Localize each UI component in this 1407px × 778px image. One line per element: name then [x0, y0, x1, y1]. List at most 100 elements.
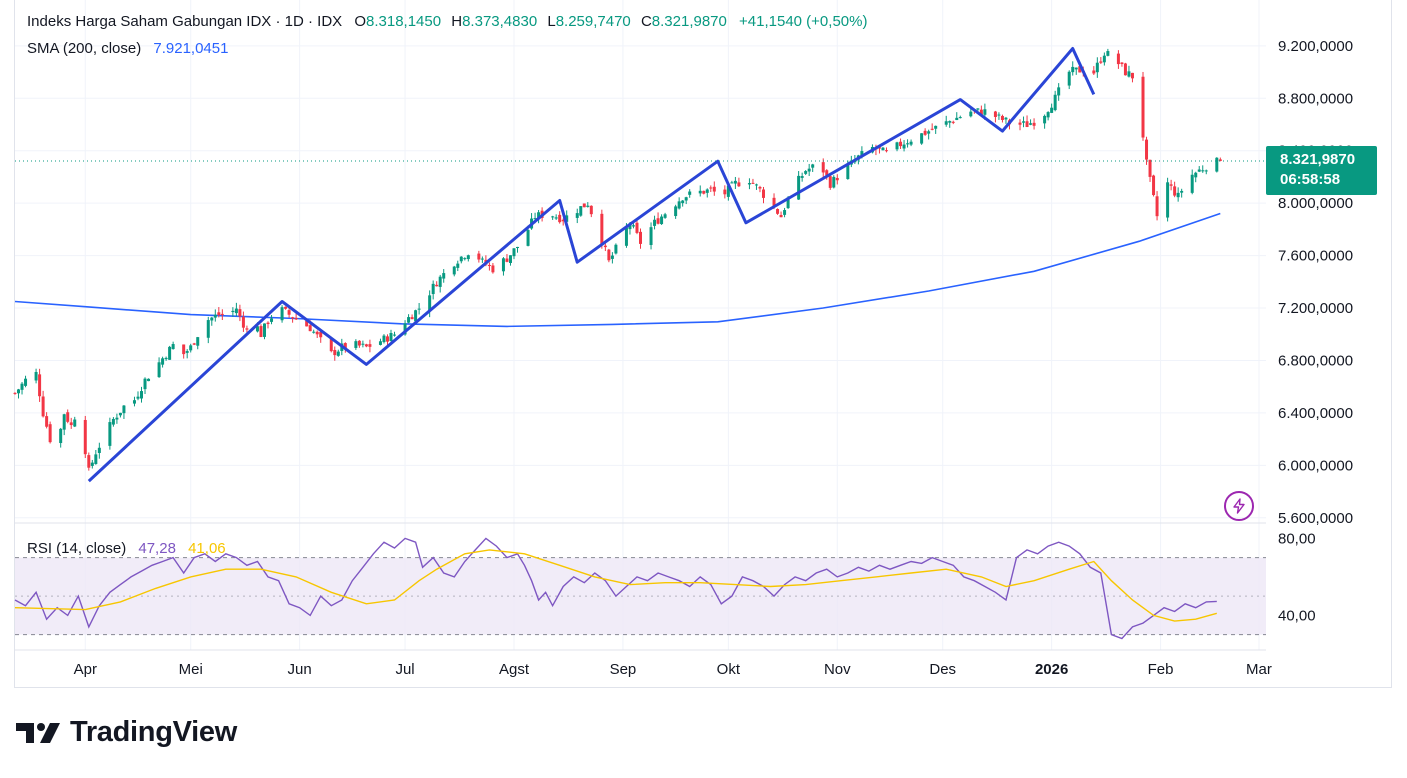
candle-body	[164, 357, 168, 360]
candle-body	[1025, 121, 1029, 127]
candle-body	[266, 322, 270, 325]
candle-body	[1050, 107, 1054, 113]
candle-body	[705, 189, 709, 193]
candle-body	[895, 142, 899, 150]
candle-body	[13, 392, 17, 394]
rsi-tick-label: 80,00	[1278, 530, 1316, 547]
candle-body	[948, 121, 952, 123]
candle-body	[1148, 159, 1152, 177]
candle-body	[561, 219, 565, 222]
candle-body	[832, 176, 836, 188]
symbol-title: Indeks Harga Saham Gabungan IDX · 1D · I…	[27, 13, 343, 30]
candle-body	[906, 143, 910, 145]
rsi-label: RSI (14, close)	[27, 540, 127, 557]
tradingview-logo[interactable]: TradingView	[16, 716, 237, 749]
candle-body	[329, 337, 333, 352]
time-axis-labels: Apr Mei Jun Jul Agst Sep Okt Nov Des 2026 Feb Mar	[74, 661, 1272, 678]
time-tick-label: Apr	[74, 661, 97, 678]
price-axis-labels: 9.200,00008.800,00008.400,00008.000,0000…	[1278, 38, 1353, 527]
candle-body	[196, 337, 200, 346]
rsi-legend: RSI (14, close) 47,28 41,06	[27, 540, 226, 557]
grid-lines	[15, 0, 1266, 651]
candle-body	[565, 215, 569, 222]
candle-body	[944, 121, 948, 125]
lightning-icon[interactable]	[1224, 491, 1254, 521]
candle-body	[505, 258, 509, 262]
candle-body	[24, 378, 28, 386]
candle-body	[674, 206, 678, 217]
candle-body	[182, 344, 186, 355]
candle-body	[828, 176, 832, 188]
price-tick-label: 7.600,0000	[1278, 248, 1353, 265]
candle-body	[1197, 169, 1201, 172]
zigzag-line	[87, 47, 1096, 483]
candle-body	[761, 189, 765, 198]
candle-body	[136, 396, 140, 399]
candle-body	[786, 197, 790, 209]
candle-body	[1120, 62, 1124, 64]
candle-body	[157, 362, 161, 378]
candle-body	[161, 358, 165, 365]
candle-body	[238, 309, 242, 317]
open-value: 8.318,1450	[366, 13, 442, 30]
candle-body	[558, 214, 562, 223]
candle-body	[97, 447, 101, 453]
candle-body	[189, 345, 193, 351]
candle-body	[73, 419, 77, 427]
candle-body	[797, 175, 801, 200]
candle-body	[213, 314, 217, 318]
candle-body	[294, 318, 298, 320]
candle-body	[259, 326, 263, 337]
price-tick-label: 6.000,0000	[1278, 457, 1353, 474]
candle-body	[1053, 94, 1057, 111]
candle-body	[245, 328, 249, 330]
candle-body	[600, 213, 604, 245]
candle-body	[681, 200, 685, 204]
candle-body	[1102, 55, 1106, 63]
close-label: C	[640, 13, 652, 30]
candle-body	[428, 295, 432, 312]
candle-body	[255, 326, 259, 332]
candle-body	[927, 131, 931, 134]
candle-body	[677, 201, 681, 209]
chart-frame	[14, 0, 1392, 688]
candle-body	[284, 306, 288, 309]
candle-body	[34, 371, 38, 381]
candle-body	[262, 323, 266, 337]
candle-body	[403, 323, 407, 335]
candle-body	[811, 164, 815, 168]
price-tick-label: 5.600,0000	[1278, 510, 1353, 527]
candle-body	[20, 383, 24, 390]
candle-body	[751, 182, 755, 184]
candle-body	[1032, 122, 1036, 126]
candle-body	[487, 265, 491, 267]
candle-body	[508, 255, 512, 263]
candle-body	[737, 182, 741, 187]
candle-body	[582, 203, 586, 208]
sma-label: SMA (200, close)	[27, 40, 142, 57]
candle-body	[1116, 53, 1120, 65]
candle-body	[368, 344, 372, 347]
candle-body	[389, 333, 393, 342]
candle-body	[463, 258, 467, 260]
candle-body	[1169, 184, 1173, 186]
candle-body	[1099, 61, 1103, 63]
candle-body	[90, 462, 94, 466]
candle-body	[431, 283, 435, 295]
rsi-value: 47,28	[138, 540, 176, 557]
candle-body	[66, 412, 70, 422]
candle-body	[884, 150, 888, 152]
tradingview-logo-icon	[16, 722, 60, 743]
time-tick-label: Mar	[1246, 661, 1272, 678]
candle-body	[979, 109, 983, 115]
candle-body	[220, 313, 224, 315]
price-tick-label: 8.000,0000	[1278, 195, 1353, 212]
candle-body	[115, 417, 119, 420]
candle-body	[537, 212, 541, 219]
chart-canvas[interactable]: 9.200,00008.800,00008.400,00008.000,0000…	[0, 0, 1407, 690]
candle-body	[385, 336, 389, 342]
candle-body	[308, 325, 312, 332]
candle-body	[920, 133, 924, 144]
candlesticks	[13, 48, 1222, 471]
low-label: L	[547, 13, 556, 30]
